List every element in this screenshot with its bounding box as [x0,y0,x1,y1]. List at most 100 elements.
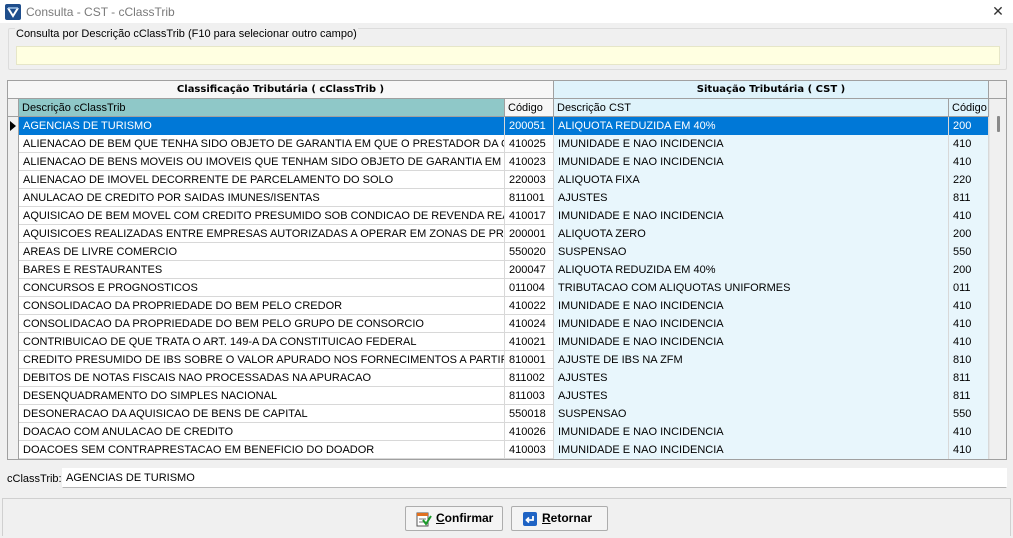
row-indicator [8,333,19,351]
row-indicator [8,297,19,315]
cell-descricao-cclasstrib: CONCURSOS E PROGNOSTICOS [19,279,505,297]
cell-descricao-cclasstrib: AGENCIAS DE TURISMO [19,117,505,135]
table-row[interactable]: ALIENACAO DE BEM QUE TENHA SIDO OBJETO D… [8,135,989,153]
cell-codigo-cclasstrib: 410023 [505,153,554,171]
cell-descricao-cst: ALIQUOTA REDUZIDA EM 40% [554,117,949,135]
cell-descricao-cst: IMUNIDADE E NAO INCIDENCIA [554,297,949,315]
table-row[interactable]: CONSOLIDACAO DA PROPRIEDADE DO BEM PELO … [8,297,989,315]
cell-codigo-cst: 410 [949,297,989,315]
table-row[interactable]: BARES E RESTAURANTES 200047 ALIQUOTA REDUZ… [8,261,989,279]
row-indicator [8,135,19,153]
cell-codigo-cst: 410 [949,315,989,333]
cell-descricao-cclasstrib: ANULACAO DE CREDITO POR SAIDAS IMUNES/IS… [19,189,505,207]
title-bar: Consulta - CST - cClassTrib ✕ [0,0,1013,24]
table-row[interactable]: DOACAO COM ANULACAO DE CREDITO 410026 IMUN… [8,423,989,441]
column-header-descricao-cclasstrib[interactable]: Descrição cClassTrib [19,99,505,117]
cell-codigo-cst: 811 [949,189,989,207]
cell-codigo-cclasstrib: 410017 [505,207,554,225]
table-row[interactable]: CONCURSOS E PROGNOSTICOS 011004 TRIBUTACAO… [8,279,989,297]
cell-descricao-cst: SUSPENSAO [554,243,949,261]
cell-descricao-cst: IMUNIDADE E NAO INCIDENCIA [554,207,949,225]
row-indicator [8,351,19,369]
results-grid[interactable]: Classificação Tributária ( cClassTrib ) … [7,80,1007,460]
search-input[interactable] [16,46,1000,65]
table-row[interactable]: DESONERACAO DA AQUISICAO DE BENS DE CAPI… [8,405,989,423]
table-row[interactable]: CONSOLIDACAO DA PROPRIEDADE DO BEM PELO … [8,315,989,333]
row-indicator [8,279,19,297]
window-title: Consulta - CST - cClassTrib [26,5,175,19]
row-pointer-icon [10,121,16,131]
header-corner [989,81,1006,99]
table-row[interactable]: ALIENACAO DE IMOVEL DECORRENTE DE PARCEL… [8,171,989,189]
column-header-descricao-cst[interactable]: Descrição CST [554,99,949,117]
cell-descricao-cclasstrib: AQUISICOES REALIZADAS ENTRE EMPRESAS AUT… [19,225,505,243]
row-indicator [8,243,19,261]
cell-descricao-cst: ALIQUOTA FIXA [554,171,949,189]
row-indicator [8,153,19,171]
row-indicator [8,189,19,207]
cell-codigo-cclasstrib: 011004 [505,279,554,297]
column-header-codigo-cclasstrib[interactable]: Código [505,99,554,117]
row-indicator [8,261,19,279]
cell-descricao-cst: ALIQUOTA ZERO [554,225,949,243]
cell-codigo-cclasstrib: 220003 [505,171,554,189]
cell-codigo-cst: 410 [949,441,989,459]
table-row[interactable]: AREAS DE LIVRE COMERCIO 550020 SUSPENSAO 55… [8,243,989,261]
cell-codigo-cclasstrib: 200047 [505,261,554,279]
search-legend: Consulta por Descrição cClassTrib (F10 p… [15,28,358,40]
row-indicator [8,207,19,225]
cell-codigo-cclasstrib: 200001 [505,225,554,243]
cell-descricao-cclasstrib: DOACAO COM ANULACAO DE CREDITO [19,423,505,441]
row-indicator [8,225,19,243]
cell-codigo-cclasstrib: 550020 [505,243,554,261]
row-indicator [8,387,19,405]
footer-panel: Confirmar Retornar [2,498,1011,536]
table-row[interactable]: DOACOES SEM CONTRAPRESTACAO EM BENEFICIO… [8,441,989,459]
cell-descricao-cst: AJUSTES [554,189,949,207]
cell-codigo-cst: 410 [949,153,989,171]
cclasstrib-field[interactable]: AGENCIAS DE TURISMO [62,468,1007,488]
cell-codigo-cst: 811 [949,387,989,405]
table-row[interactable]: CONTRIBUICAO DE QUE TRATA O ART. 149-A D… [8,333,989,351]
cell-codigo-cclasstrib: 410024 [505,315,554,333]
cell-descricao-cclasstrib: DESENQUADRAMENTO DO SIMPLES NACIONAL [19,387,505,405]
table-row[interactable]: ALIENACAO DE BENS MOVEIS OU IMOVEIS QUE … [8,153,989,171]
table-row[interactable]: ANULACAO DE CREDITO POR SAIDAS IMUNES/IS… [8,189,989,207]
cell-codigo-cst: 410 [949,207,989,225]
cell-codigo-cclasstrib: 200051 [505,117,554,135]
cell-codigo-cst: 200 [949,261,989,279]
scrollbar-thumb[interactable] [997,116,1000,132]
cell-descricao-cclasstrib: ALIENACAO DE BEM QUE TENHA SIDO OBJETO D… [19,135,505,153]
search-group: Consulta por Descrição cClassTrib (F10 p… [8,28,1007,70]
cell-codigo-cclasstrib: 810001 [505,351,554,369]
cell-descricao-cst: TRIBUTACAO COM ALIQUOTAS UNIFORMES [554,279,949,297]
cell-codigo-cst: 811 [949,369,989,387]
return-button[interactable]: Retornar [511,506,608,531]
column-header-codigo-cst[interactable]: Código [949,99,989,117]
cell-codigo-cst: 200 [949,225,989,243]
table-row[interactable]: DEBITOS DE NOTAS FISCAIS NAO PROCESSADAS… [8,369,989,387]
row-indicator [8,315,19,333]
confirm-button[interactable]: Confirmar [405,506,503,531]
table-row[interactable]: DESENQUADRAMENTO DO SIMPLES NACIONAL 8110… [8,387,989,405]
table-row[interactable]: CREDITO PRESUMIDO DE IBS SOBRE O VALOR A… [8,351,989,369]
cell-descricao-cst: IMUNIDADE E NAO INCIDENCIA [554,333,949,351]
table-row[interactable]: AGENCIAS DE TURISMO 200051 ALIQUOTA REDUZI… [8,117,989,135]
cell-codigo-cclasstrib: 410003 [505,441,554,459]
cell-codigo-cst: 410 [949,423,989,441]
cell-descricao-cclasstrib: ALIENACAO DE BENS MOVEIS OU IMOVEIS QUE … [19,153,505,171]
close-icon: ✕ [992,3,1004,19]
row-indicator [8,405,19,423]
cell-descricao-cclasstrib: CONTRIBUICAO DE QUE TRATA O ART. 149-A D… [19,333,505,351]
confirm-checklist-icon [416,512,432,527]
confirm-button-label: Confirmar [436,511,494,525]
close-button[interactable]: ✕ [983,0,1013,24]
group-header-cst: Situação Tributária ( CST ) [554,81,989,99]
table-row[interactable]: AQUISICAO DE BEM MOVEL COM CREDITO PRESU… [8,207,989,225]
cell-descricao-cst: IMUNIDADE E NAO INCIDENCIA [554,423,949,441]
vertical-scrollbar[interactable] [989,99,1006,459]
table-row[interactable]: AQUISICOES REALIZADAS ENTRE EMPRESAS AUT… [8,225,989,243]
cell-descricao-cclasstrib: DESONERACAO DA AQUISICAO DE BENS DE CAPI… [19,405,505,423]
cell-codigo-cst: 550 [949,405,989,423]
cell-codigo-cclasstrib: 550018 [505,405,554,423]
